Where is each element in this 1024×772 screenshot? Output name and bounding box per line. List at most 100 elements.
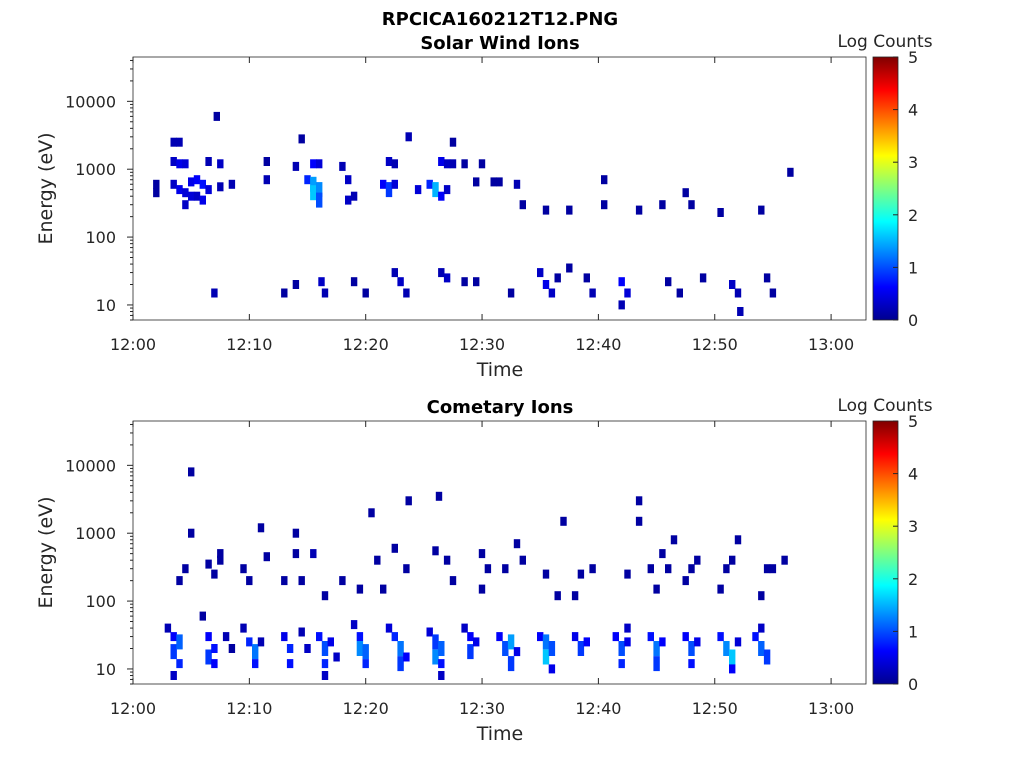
- colorbar-tick-label: 4: [908, 465, 918, 484]
- data-cell: [405, 132, 412, 142]
- x-tick-label: 12:40: [575, 335, 621, 354]
- y-tick-label: 100: [85, 228, 116, 247]
- data-cell: [164, 623, 172, 633]
- data-cell: [665, 564, 672, 574]
- data-cell: [624, 569, 631, 579]
- data-cell: [316, 632, 323, 642]
- data-cell: [438, 157, 445, 166]
- data-cell: [734, 535, 742, 545]
- data-cell: [298, 576, 305, 586]
- data-cell: [385, 623, 393, 633]
- data-cell: [438, 659, 445, 669]
- data-cell: [356, 632, 364, 642]
- data-cell: [758, 641, 765, 656]
- data-cell: [205, 157, 212, 166]
- data-cell: [304, 644, 311, 653]
- data-cell: [635, 205, 643, 215]
- colorbar-tick-label: 1: [908, 622, 918, 641]
- y-tick-label: 10000: [65, 92, 116, 111]
- data-cell: [205, 632, 212, 642]
- data-cell: [717, 632, 724, 642]
- data-cell: [182, 200, 189, 210]
- data-cell: [199, 179, 206, 189]
- y-tick-label: 1000: [75, 524, 116, 543]
- data-cell: [589, 564, 596, 574]
- data-cell: [729, 555, 736, 565]
- data-cell: [542, 280, 550, 289]
- data-cell: [304, 175, 311, 185]
- y-tick-label: 10: [96, 660, 116, 679]
- data-cell: [670, 535, 678, 545]
- data-cell: [362, 644, 369, 660]
- colorbar-tick-label: 0: [908, 311, 918, 330]
- data-cell: [362, 659, 369, 669]
- data-cell: [281, 288, 288, 298]
- data-cell: [211, 288, 218, 298]
- data-cell: [405, 496, 412, 506]
- x-tick-label: 12:40: [575, 699, 621, 718]
- data-cell: [438, 191, 445, 201]
- data-cell: [694, 637, 701, 647]
- data-cell: [356, 641, 364, 656]
- data-cell: [170, 179, 177, 189]
- data-cell: [176, 185, 183, 195]
- data-cell: [211, 644, 218, 653]
- data-cell: [787, 167, 794, 177]
- data-cell: [310, 549, 317, 559]
- x-tick-label: 12:00: [110, 699, 156, 718]
- data-cell: [443, 159, 451, 169]
- data-cell: [316, 192, 323, 208]
- data-cell: [193, 175, 201, 185]
- data-cell: [583, 637, 590, 647]
- data-cell: [548, 288, 556, 298]
- data-cell: [205, 559, 212, 569]
- data-cell: [694, 555, 701, 565]
- data-cell: [380, 584, 387, 594]
- data-cell: [763, 649, 771, 665]
- data-cell: [310, 159, 317, 169]
- data-cell: [286, 644, 294, 653]
- x-axis-label: Time: [476, 359, 524, 381]
- panel-title: Solar Wind Ions: [420, 33, 579, 54]
- data-cell: [577, 641, 585, 656]
- data-cell: [339, 576, 346, 586]
- data-cell: [246, 576, 253, 586]
- data-cell: [717, 584, 724, 594]
- data-cell: [647, 632, 654, 642]
- data-cell: [449, 159, 457, 169]
- data-cell: [391, 268, 398, 278]
- data-cell: [252, 659, 259, 669]
- data-cell: [537, 268, 544, 278]
- y-tick-label: 100: [85, 592, 116, 611]
- data-cell: [426, 627, 433, 637]
- data-cell: [769, 564, 777, 574]
- data-cell: [292, 280, 300, 289]
- data-cell: [414, 185, 422, 195]
- data-cell: [257, 637, 265, 647]
- data-cell: [758, 591, 765, 601]
- data-cell: [729, 649, 736, 665]
- data-cell: [391, 179, 398, 189]
- data-cell: [310, 176, 317, 192]
- data-cell: [734, 637, 742, 647]
- data-cell: [729, 664, 736, 674]
- solar-wind-panel: Solar Wind Ions Log Counts 12:00 12:10 12:…: [35, 32, 933, 381]
- data-cell: [281, 632, 288, 642]
- data-cell: [350, 620, 358, 630]
- data-cell: [170, 632, 177, 642]
- data-cell: [577, 569, 585, 579]
- data-cell: [292, 161, 300, 171]
- data-cell: [729, 280, 736, 289]
- panel-title: Cometary Ions: [427, 397, 574, 418]
- colorbar-tick-label: 3: [908, 517, 918, 536]
- data-cell: [601, 175, 608, 185]
- data-cell: [752, 632, 759, 642]
- data-cell: [391, 632, 398, 642]
- data-cell: [211, 659, 218, 669]
- data-cell: [333, 652, 340, 662]
- data-cell: [758, 623, 765, 633]
- data-cell: [403, 288, 410, 298]
- axes-frame: [132, 56, 867, 321]
- data-cell: [345, 175, 352, 185]
